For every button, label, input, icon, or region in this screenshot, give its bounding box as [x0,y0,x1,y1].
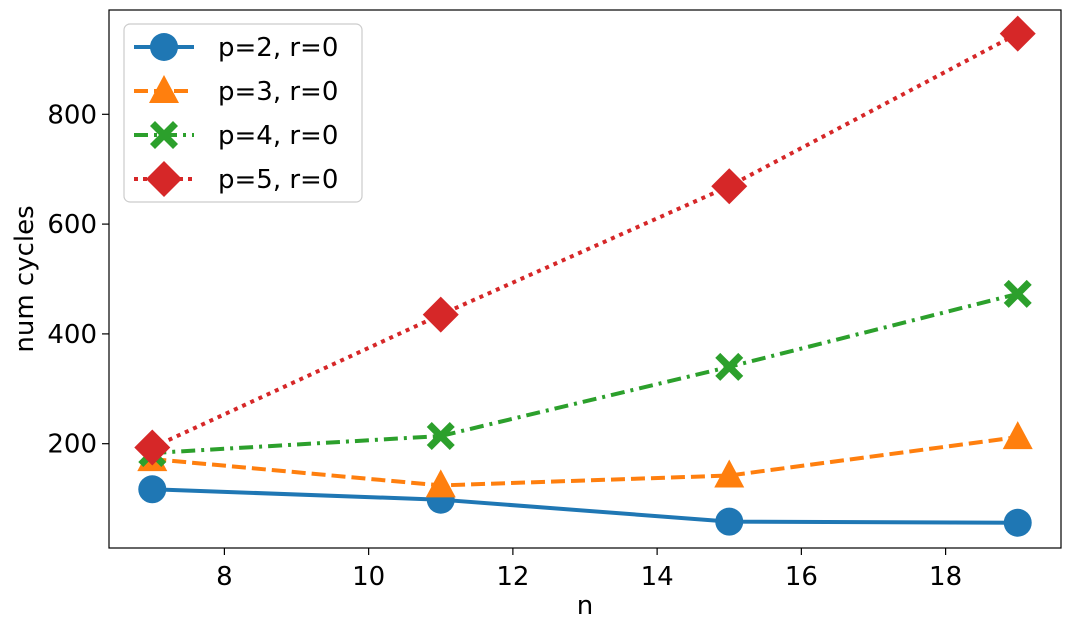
legend-label: p=5, r=0 [218,165,338,195]
data-point [426,422,455,451]
x-axis: 8 10 12 14 16 18 [216,548,962,592]
data-point [425,469,456,498]
data-point [138,475,167,504]
legend-marker [150,33,178,61]
y-tick-label: 200 [47,430,97,460]
y-tick-label: 400 [47,320,97,350]
plot-area [134,15,1036,537]
legend-marker [146,161,182,197]
data-point [715,352,744,381]
data-point [134,429,171,466]
data-point [422,296,459,333]
legend-entry: p=5, r=0 [134,161,338,197]
x-tick-label: 12 [496,562,529,592]
data-point [1003,279,1032,308]
data-point [999,15,1036,52]
series-4 [134,15,1036,466]
legend-entry: p=4, r=0 [134,121,338,151]
series-1 [138,475,1032,537]
legend-entry: p=2, r=0 [134,33,338,63]
y-tick-label: 800 [47,100,97,130]
x-tick-label: 10 [352,562,385,592]
x-tick-label: 18 [929,562,962,592]
series-line [152,435,1018,488]
x-tick-label: 14 [641,562,674,592]
series-2 [137,421,1033,498]
x-tick-label: 8 [216,562,233,592]
y-tick-label: 600 [47,210,97,240]
series-line [152,487,1018,525]
x-tick-label: 16 [785,562,818,592]
legend-marker [150,121,178,149]
legend-box [123,23,363,203]
legend-label: p=2, r=0 [218,33,338,63]
y-axis-label: num cycles [10,205,40,352]
y-axis: 200 400 600 800 [47,100,109,460]
data-point [1002,421,1033,450]
legend: p=2, r=0 p=3, r=0 p=4, r=0 p=5, r=0 [123,23,363,203]
data-point [711,168,748,205]
series-3 [138,279,1032,468]
data-point [715,507,744,536]
series-line [152,291,1019,456]
legend-entry: p=3, r=0 [134,75,338,107]
x-axis-label: n [577,591,593,621]
legend-marker [149,75,179,103]
legend-label: p=4, r=0 [218,121,338,151]
plot-frame [108,9,1062,549]
data-point [1003,508,1032,537]
legend-label: p=3, r=0 [218,77,338,107]
data-point [714,459,745,488]
